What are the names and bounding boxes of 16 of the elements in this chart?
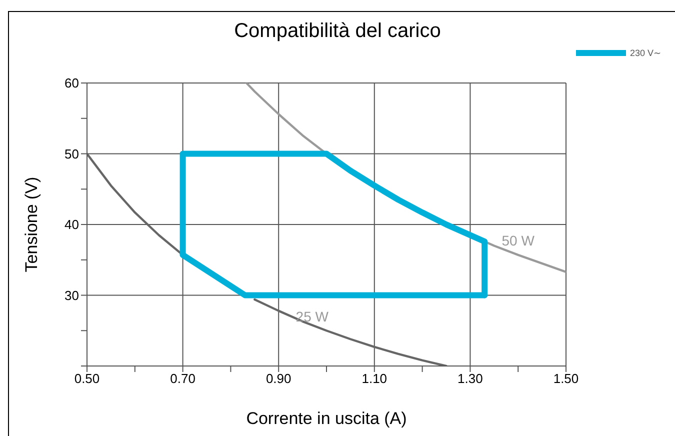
annotation: 50 W [502,232,536,249]
x-tick-label: 0.50 [74,371,100,386]
y-axis-title: Tensione (V) [22,176,42,272]
y-tick-label: 30 [64,288,79,303]
text: 230 V∼ [630,48,662,58]
x-axis-title: Corrente in uscita (A) [246,409,407,428]
x-tick-label: 1.10 [362,371,388,386]
x-tick-label: 0.90 [266,371,292,386]
y-tick-label: 50 [64,146,79,162]
chart-title: Compatibilità del carico [233,20,442,43]
x-tick-label: 1.30 [458,371,483,386]
annotation: 25 W [296,308,330,324]
x-tick-label: 1.50 [553,371,579,386]
x-tick-label: 0.70 [170,371,196,386]
y-tick-label: 40 [64,217,79,232]
y-tick-label: 60 [64,76,79,91]
